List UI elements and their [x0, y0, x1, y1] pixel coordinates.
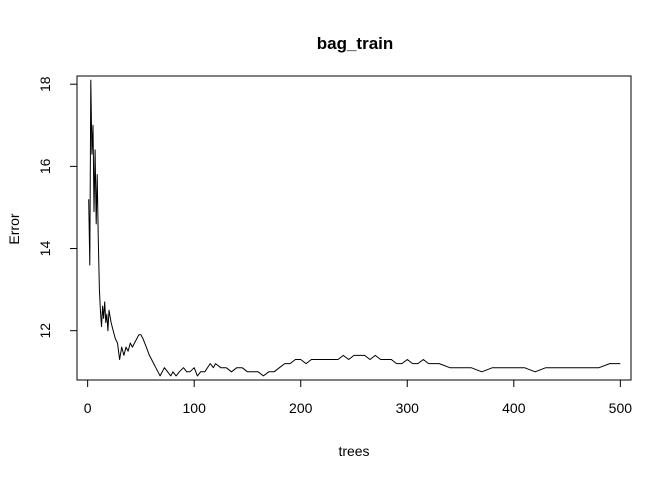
x-tick-label: 0	[84, 400, 92, 416]
x-tick-label: 400	[502, 400, 526, 416]
x-tick-label: 200	[289, 400, 313, 416]
y-axis-label: Error	[6, 213, 22, 244]
series-group	[88, 79, 621, 377]
x-tick-label: 100	[183, 400, 207, 416]
x-tick-label: 500	[609, 400, 633, 416]
x-axis-label: trees	[338, 443, 369, 459]
x-tick-label: 300	[396, 400, 420, 416]
y-tick-label: 12	[37, 323, 53, 339]
chart-title: bag_train	[317, 34, 394, 53]
y-tick-label: 16	[37, 158, 53, 174]
plot-frame	[76, 75, 632, 381]
y-axis: 12 14 16 18	[37, 76, 78, 339]
error-line	[88, 79, 621, 377]
y-tick-label: 18	[37, 76, 53, 92]
x-axis: 0 100 200 300 400 500	[84, 379, 633, 416]
y-tick-label: 14	[37, 241, 53, 257]
